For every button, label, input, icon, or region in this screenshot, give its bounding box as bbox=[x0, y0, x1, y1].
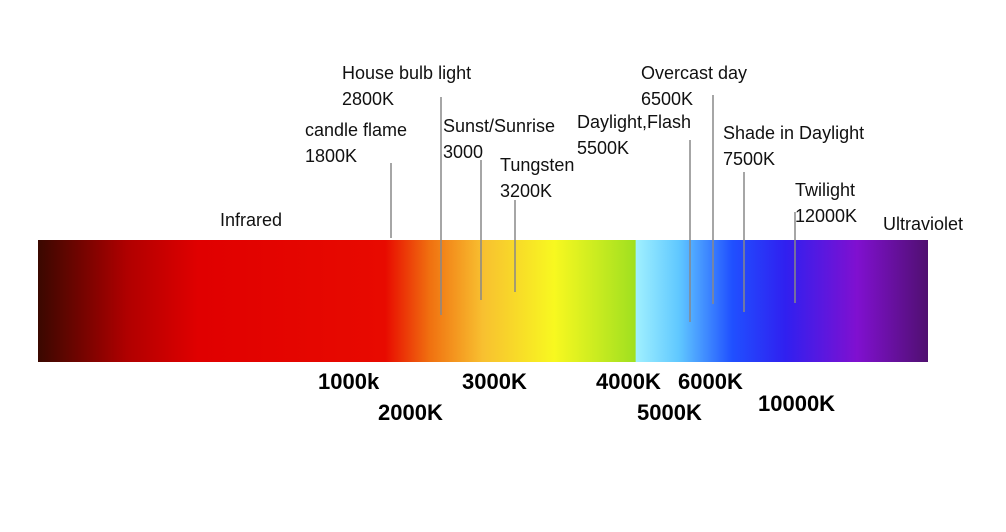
marker-name: Sunst/Sunrise bbox=[443, 116, 555, 136]
marker-name: Overcast day bbox=[641, 63, 747, 83]
marker-temp: 3000 bbox=[443, 142, 483, 162]
marker-temp: 3200K bbox=[500, 181, 552, 201]
infrared-label: Infrared bbox=[220, 210, 282, 230]
scale-label: 4000K bbox=[596, 369, 661, 394]
marker-temp: 7500K bbox=[723, 149, 775, 169]
marker-temp: 6500K bbox=[641, 89, 693, 109]
marker-name: Daylight,Flash bbox=[577, 112, 691, 132]
scale-label: 2000K bbox=[378, 400, 443, 425]
marker-name: candle flame bbox=[305, 120, 407, 140]
scale-label: 10000K bbox=[758, 391, 835, 416]
marker-name: House bulb light bbox=[342, 63, 471, 83]
spectrum-bar bbox=[38, 240, 928, 362]
scale-label: 6000K bbox=[678, 369, 743, 394]
ultraviolet-label: Ultraviolet bbox=[883, 214, 963, 234]
scale-label: 5000K bbox=[637, 400, 702, 425]
marker-name: Shade in Daylight bbox=[723, 123, 864, 143]
marker-temp: 1800K bbox=[305, 146, 357, 166]
scale-label: 3000K bbox=[462, 369, 527, 394]
marker-temp: 5500K bbox=[577, 138, 629, 158]
marker-temp: 12000K bbox=[795, 206, 857, 226]
marker-temp: 2800K bbox=[342, 89, 394, 109]
scale-label: 1000k bbox=[318, 369, 380, 394]
marker-name: Twilight bbox=[795, 180, 855, 200]
marker-name: Tungsten bbox=[500, 155, 574, 175]
